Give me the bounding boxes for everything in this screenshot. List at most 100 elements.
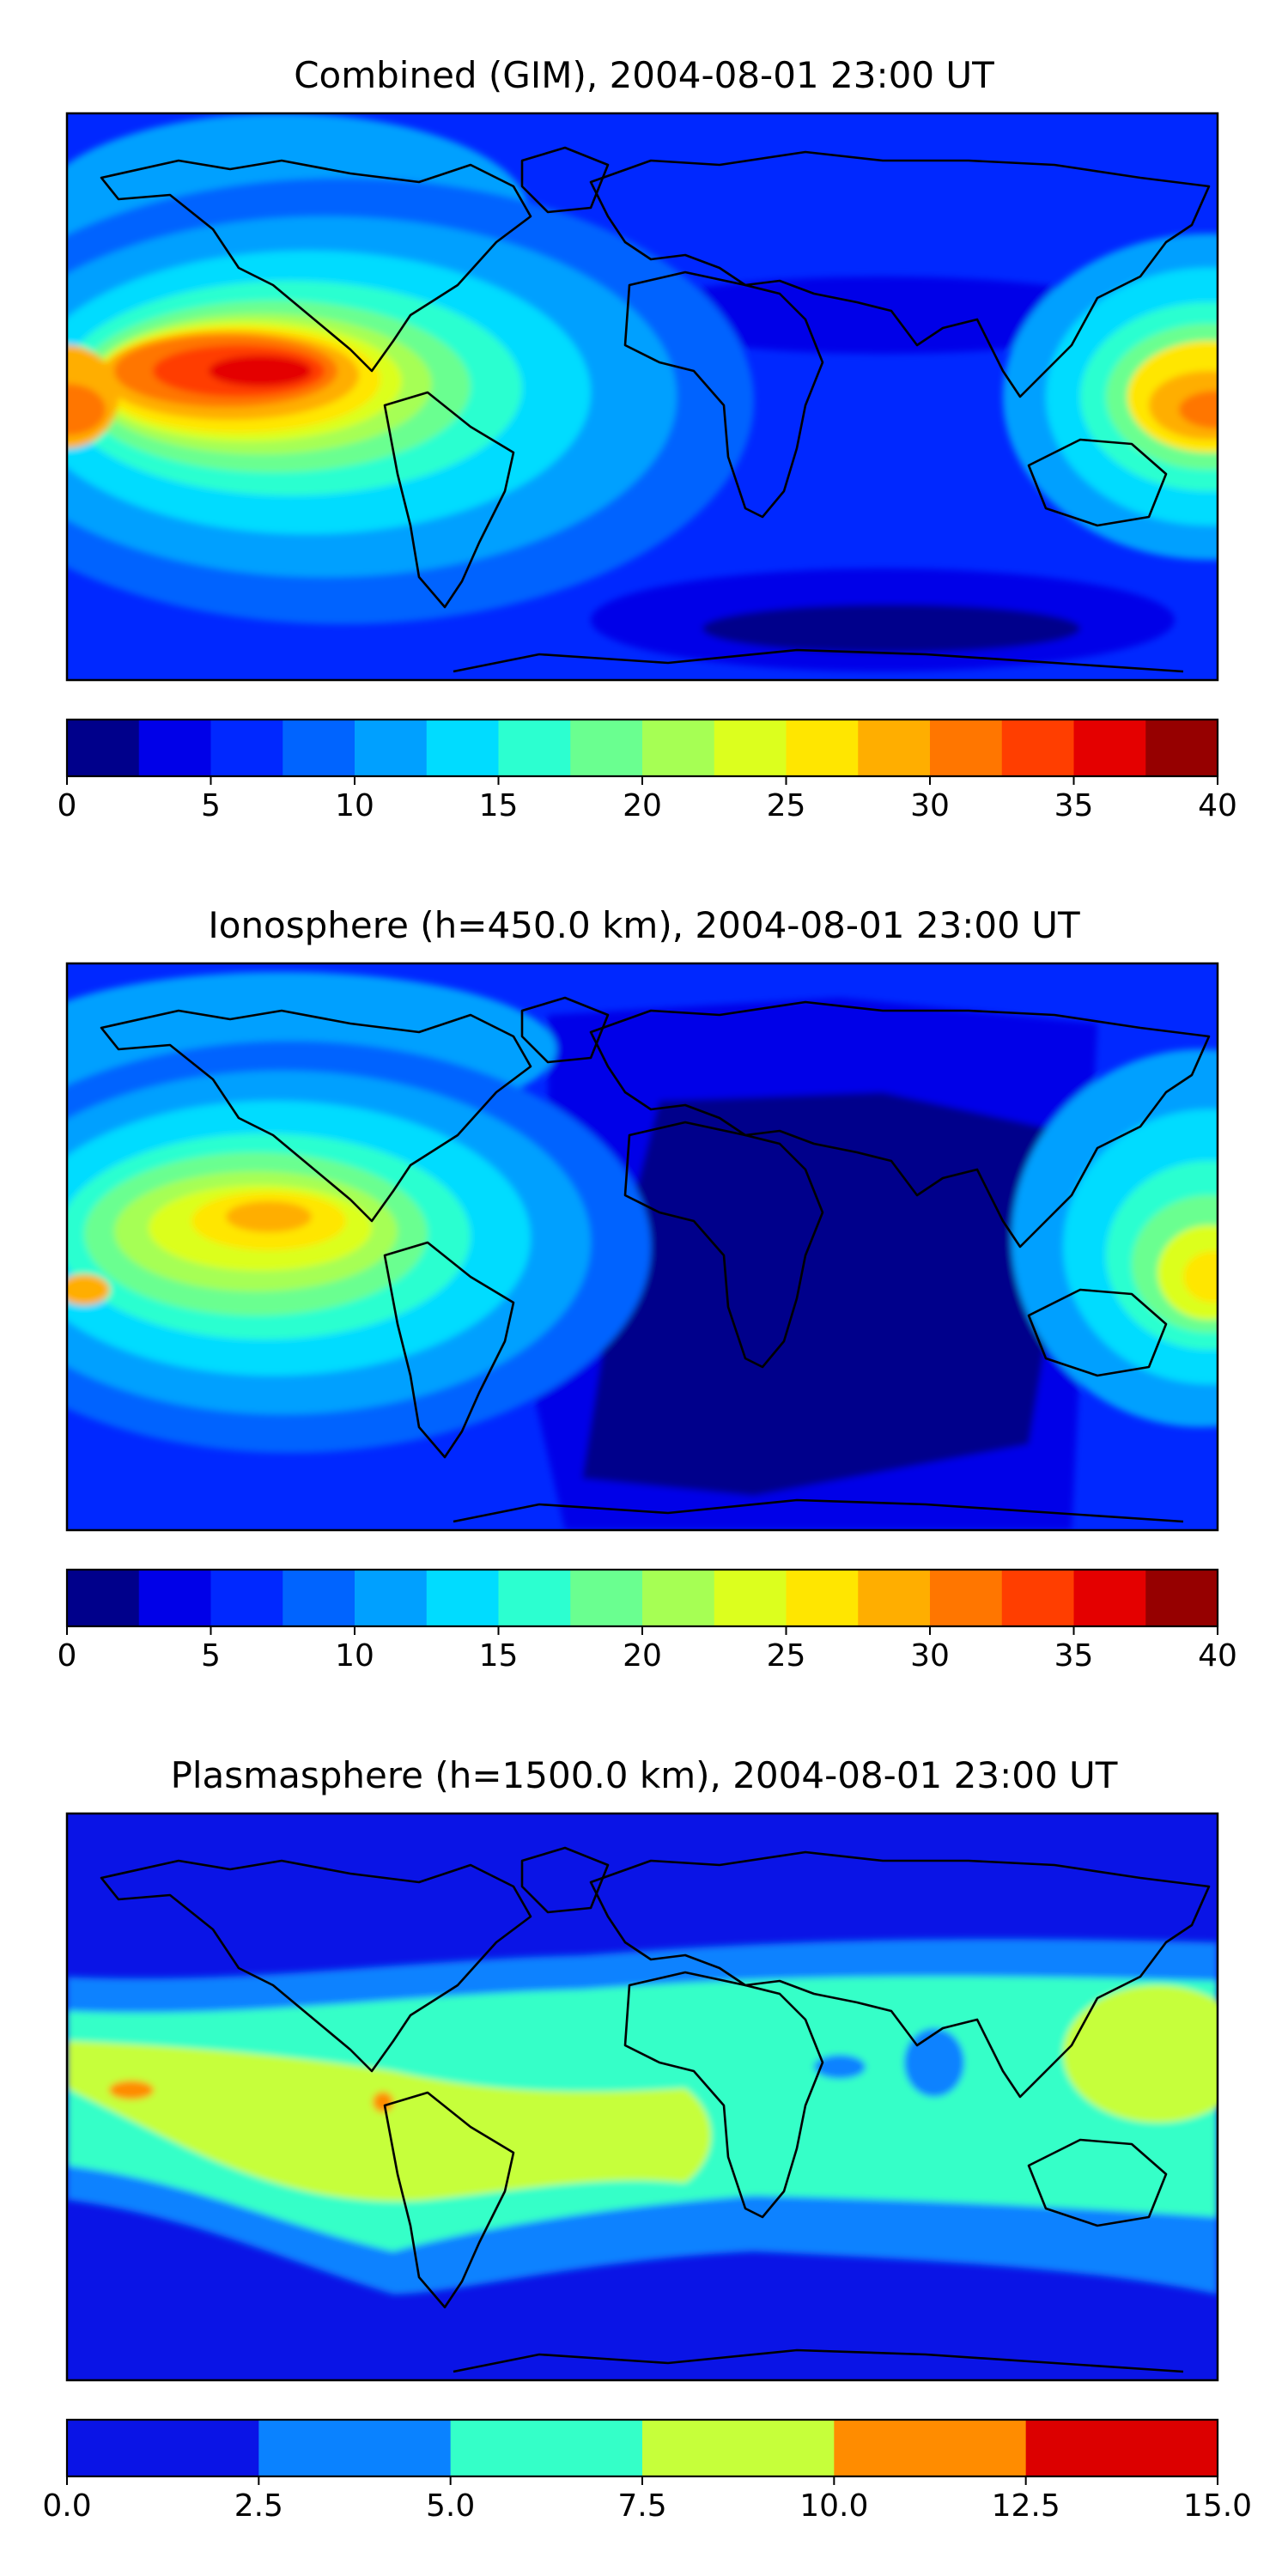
- heatmap-field: [67, 1814, 1218, 2380]
- map-panel-plasmasphere: [65, 1812, 1219, 2382]
- colorbar-tick-label: 30: [910, 788, 950, 823]
- colorbar-swatch: [283, 1570, 355, 1626]
- colorbar-tick-label: 0.0: [42, 2488, 91, 2524]
- colorbar-swatch: [858, 1570, 931, 1626]
- contour-band: [209, 355, 312, 386]
- colorbar-tick-label: 25: [767, 1638, 806, 1674]
- colorbar-swatch: [355, 720, 428, 776]
- colorbar-tick-label: 35: [1054, 788, 1094, 823]
- colorbar-swatch: [1001, 1570, 1074, 1626]
- colorbar-tick-label: 25: [767, 788, 806, 823]
- colorbar-tick-label: 0: [58, 1638, 77, 1674]
- map-panel-combined: [65, 112, 1219, 682]
- contour-band: [67, 1274, 110, 1305]
- contour-band: [109, 2081, 154, 2099]
- colorbar-tick-label: 30: [910, 1638, 950, 1674]
- colorbar-swatch: [570, 1570, 643, 1626]
- colorbar-swatch: [258, 2420, 452, 2476]
- coastlines: [100, 996, 1211, 1523]
- colorbar-swatch: [210, 720, 283, 776]
- colorbar-swatch: [1073, 1570, 1146, 1626]
- colorbar-swatch: [210, 1570, 283, 1626]
- colorbar-combined: 0 5 10 15 20 25 30 35 40: [58, 718, 1237, 823]
- heatmap-field: [67, 963, 1218, 1530]
- colorbar-swatch: [138, 1570, 211, 1626]
- colorbar-tick-label: 15.0: [1183, 2488, 1252, 2524]
- colorbar-tick-label: 20: [623, 1638, 662, 1674]
- colorbar-swatch: [1001, 720, 1074, 776]
- panel-title: Combined (GIM), 2004-08-01 23:00 UT: [294, 54, 994, 96]
- colorbar-swatch: [283, 720, 355, 776]
- colorbar-tick-label: 7.5: [617, 2488, 666, 2524]
- colorbar-swatch: [1025, 2420, 1218, 2476]
- colorbar-ticks: 0 5 10 15 20 25 30 35 40: [58, 1626, 1237, 1674]
- axes-frame: [65, 1812, 1219, 2382]
- colorbar-tick-label: 0: [58, 788, 77, 823]
- colorbar-swatch: [786, 1570, 859, 1626]
- colorbar-swatch: [714, 1570, 787, 1626]
- contour-band: [67, 2041, 711, 2202]
- panel-title: Ionosphere (h=450.0 km), 2004-08-01 23:0…: [208, 904, 1080, 946]
- colorbar-tick-label: 10.0: [799, 2488, 868, 2524]
- colorbar-tick-label: 35: [1054, 1638, 1094, 1674]
- heatmap-field: [67, 113, 1218, 680]
- colorbar-swatches: [67, 1570, 1218, 1626]
- colorbar-tick-label: 10: [335, 1638, 374, 1674]
- colorbar-tick-label: 12.5: [992, 2488, 1060, 2524]
- colorbar-swatch: [426, 720, 499, 776]
- contour-band: [373, 2092, 393, 2112]
- colorbar-swatch: [1073, 720, 1146, 776]
- contour-band: [1063, 1985, 1218, 2123]
- axes-frame: [65, 962, 1219, 1532]
- colorbar-ticks: 0.0 2.5 5.0 7.5 10.0 12.5 15.0: [42, 2476, 1252, 2524]
- contour-band: [1179, 391, 1218, 428]
- colorbar-tick-label: 20: [623, 788, 662, 823]
- colorbar-ticks: 0 5 10 15 20 25 30 35 40: [58, 776, 1237, 823]
- coastlines: [100, 146, 1211, 673]
- colorbar-swatch: [930, 720, 1003, 776]
- panel-title: Plasmasphere (h=1500.0 km), 2004-08-01 2…: [171, 1754, 1118, 1796]
- colorbar-swatch: [786, 720, 859, 776]
- colorbar-ionosphere: 0 5 10 15 20 25 30 35 40: [58, 1568, 1237, 1674]
- colorbar-tick-label: 5.0: [426, 2488, 475, 2524]
- colorbar-tick-label: 5: [201, 1638, 221, 1674]
- contour-band: [625, 276, 1140, 354]
- colorbar-swatch: [570, 720, 643, 776]
- axes-frame: [65, 112, 1219, 682]
- contour-band: [67, 384, 106, 435]
- map-panel-ionosphere: [65, 962, 1219, 1532]
- colorbar-swatch: [642, 2420, 835, 2476]
- colorbar-swatch: [1145, 1570, 1218, 1626]
- colorbar-swatch: [930, 1570, 1003, 1626]
- colorbar-tick-label: 5: [201, 788, 221, 823]
- colorbar-swatch: [67, 1570, 140, 1626]
- colorbar-swatch: [858, 720, 931, 776]
- contour-band: [702, 605, 1080, 653]
- colorbar-tick-label: 2.5: [234, 2488, 283, 2524]
- colorbar-swatch: [450, 2420, 643, 2476]
- contour-band: [226, 1201, 312, 1232]
- colorbar-tick-label: 40: [1198, 788, 1237, 823]
- contour-band: [1183, 1251, 1218, 1303]
- colorbar-tick-label: 40: [1198, 1638, 1237, 1674]
- colorbar-swatches: [67, 2420, 1218, 2476]
- colorbar-swatch: [642, 720, 715, 776]
- coastlines: [100, 1846, 1211, 2373]
- colorbar-swatch: [355, 1570, 428, 1626]
- colorbar-swatch: [834, 2420, 1027, 2476]
- contour-band: [904, 2028, 964, 2097]
- colorbar-swatch: [67, 2420, 259, 2476]
- contour-band: [582, 1092, 1080, 1496]
- colorbar-swatch: [498, 1570, 571, 1626]
- colorbar-swatch: [426, 1570, 499, 1626]
- colorbar-swatch: [714, 720, 787, 776]
- colorbar-swatch: [1145, 720, 1218, 776]
- colorbar-swatch: [67, 720, 140, 776]
- colorbar-plasmasphere: 0.0 2.5 5.0 7.5 10.0 12.5 15.0: [42, 2418, 1252, 2524]
- colorbar-tick-label: 10: [335, 788, 374, 823]
- colorbar-tick-label: 15: [479, 788, 519, 823]
- colorbar-swatch: [642, 1570, 715, 1626]
- contour-band: [814, 2055, 866, 2079]
- colorbar-swatch: [498, 720, 571, 776]
